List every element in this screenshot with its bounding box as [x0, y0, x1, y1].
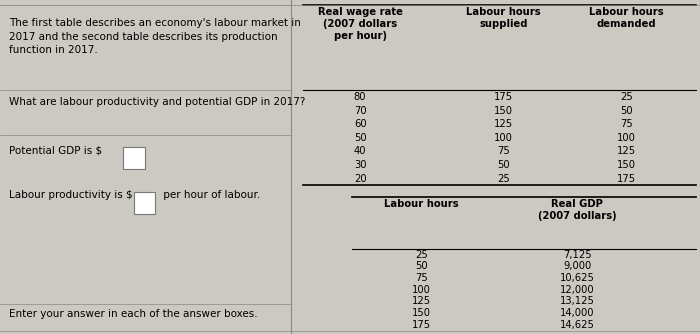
Text: 40: 40 — [354, 146, 366, 156]
Text: 125: 125 — [412, 297, 431, 306]
Text: The first table describes an economy's labour market in
2017 and the second tabl: The first table describes an economy's l… — [8, 18, 300, 55]
Text: 60: 60 — [354, 119, 366, 129]
Text: 100: 100 — [617, 133, 636, 143]
Text: 100: 100 — [412, 285, 431, 295]
Text: 100: 100 — [494, 133, 513, 143]
Text: 25: 25 — [620, 92, 633, 102]
Text: Enter your answer in each of the answer boxes.: Enter your answer in each of the answer … — [8, 309, 258, 319]
Text: 14,625: 14,625 — [560, 320, 594, 330]
Text: 75: 75 — [497, 146, 510, 156]
Text: Potential GDP is $: Potential GDP is $ — [8, 145, 101, 155]
Text: Labour hours
supplied: Labour hours supplied — [466, 7, 541, 29]
Text: 150: 150 — [412, 308, 431, 318]
Text: 175: 175 — [617, 174, 636, 184]
FancyBboxPatch shape — [134, 192, 155, 214]
Text: 175: 175 — [494, 92, 513, 102]
Text: 13,125: 13,125 — [560, 297, 594, 306]
Text: 20: 20 — [354, 174, 366, 184]
Text: 80: 80 — [354, 92, 366, 102]
Text: What are labour productivity and potential GDP in 2017?: What are labour productivity and potenti… — [8, 97, 305, 107]
Text: per hour of labour.: per hour of labour. — [160, 190, 260, 200]
Text: 150: 150 — [617, 160, 636, 170]
Text: 175: 175 — [412, 320, 431, 330]
Text: 30: 30 — [354, 160, 366, 170]
Text: Labour productivity is $: Labour productivity is $ — [8, 190, 132, 200]
Text: 50: 50 — [415, 262, 428, 271]
Text: 50: 50 — [497, 160, 510, 170]
Text: 12,000: 12,000 — [560, 285, 594, 295]
Text: Real GDP
(2007 dollars): Real GDP (2007 dollars) — [538, 199, 617, 221]
Text: 7,125: 7,125 — [563, 250, 592, 260]
Text: 125: 125 — [494, 119, 513, 129]
Text: Labour hours
demanded: Labour hours demanded — [589, 7, 664, 29]
Text: 25: 25 — [497, 174, 510, 184]
Text: 50: 50 — [354, 133, 366, 143]
Text: 75: 75 — [620, 119, 633, 129]
Text: 14,000: 14,000 — [560, 308, 594, 318]
Text: 125: 125 — [617, 146, 636, 156]
Text: Labour hours: Labour hours — [384, 199, 459, 209]
FancyBboxPatch shape — [123, 147, 146, 169]
Text: 150: 150 — [494, 106, 513, 116]
Text: 75: 75 — [415, 273, 428, 283]
Text: Real wage rate
(2007 dollars
per hour): Real wage rate (2007 dollars per hour) — [318, 7, 402, 41]
Text: 50: 50 — [620, 106, 633, 116]
Text: 70: 70 — [354, 106, 366, 116]
Text: 25: 25 — [415, 250, 428, 260]
Text: 9,000: 9,000 — [563, 262, 592, 271]
Text: 10,625: 10,625 — [560, 273, 594, 283]
